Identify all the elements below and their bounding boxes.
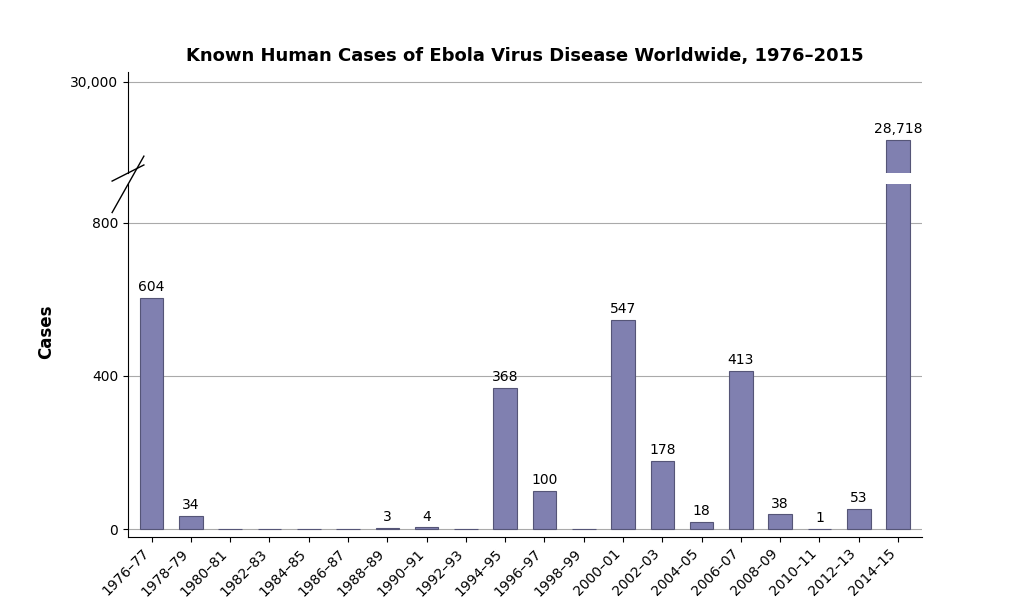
Text: 28,718: 28,718 [873,122,923,136]
Text: 38: 38 [771,497,788,511]
Text: 3: 3 [383,510,391,524]
Text: 100: 100 [531,473,558,487]
Bar [140,298,164,529]
Bar [415,528,438,529]
Bar [690,522,714,529]
Text: 18: 18 [692,504,711,519]
Bar [729,371,753,529]
Bar [611,320,635,529]
Text: 4: 4 [422,510,431,523]
Text: 368: 368 [492,370,518,384]
Bar [494,388,517,529]
Bar [650,461,674,529]
Bar [532,491,556,529]
Text: 547: 547 [610,302,636,316]
Bar [376,528,399,529]
Text: 1: 1 [815,511,824,525]
Text: 34: 34 [182,498,200,512]
Title: Known Human Cases of Ebola Virus Disease Worldwide, 1976–2015: Known Human Cases of Ebola Virus Disease… [186,47,863,65]
Text: 53: 53 [850,491,867,505]
Bar [847,509,870,529]
Bar [768,514,792,529]
Text: Cases: Cases [37,305,55,359]
Text: 604: 604 [138,280,165,294]
Bar [886,0,909,529]
Bar [179,516,203,529]
Text: 178: 178 [649,443,676,457]
Bar [886,140,909,603]
Text: 413: 413 [728,353,754,367]
